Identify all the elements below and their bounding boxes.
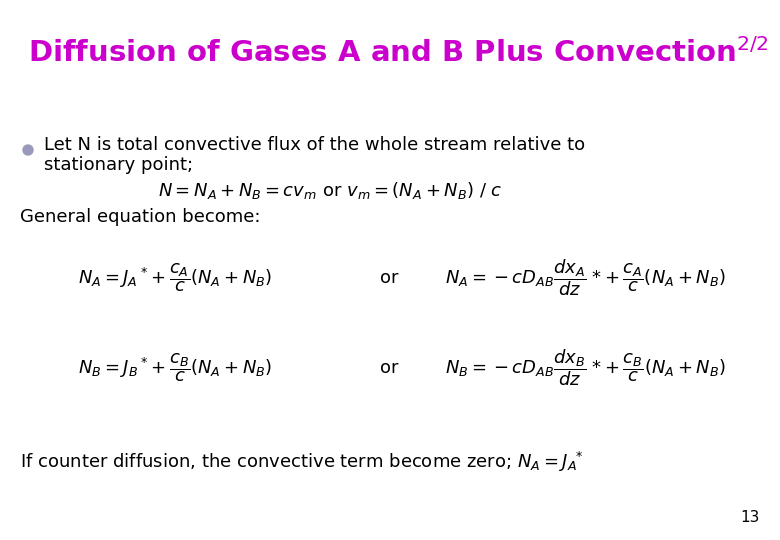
Text: Diffusion of Gases A and B Plus Convection$^{2/2}$: Diffusion of Gases A and B Plus Convecti… — [28, 38, 768, 68]
Text: $N_A = -cD_{AB}\dfrac{dx_A}{dz}\;{*}+\dfrac{c_A}{c}(N_A + N_B)$: $N_A = -cD_{AB}\dfrac{dx_A}{dz}\;{*}+\df… — [445, 258, 725, 298]
Text: 13: 13 — [741, 510, 760, 525]
Text: stationary point;: stationary point; — [44, 156, 193, 174]
Text: If counter diffusion, the convective term become zero; $N_A = J_A\!^*$: If counter diffusion, the convective ter… — [20, 450, 583, 474]
Text: Let N is total convective flux of the whole stream relative to: Let N is total convective flux of the wh… — [44, 136, 585, 154]
Text: $N_B = J_B\,^{*}+\dfrac{c_B}{c}(N_A + N_B)$: $N_B = J_B\,^{*}+\dfrac{c_B}{c}(N_A + N_… — [78, 352, 272, 384]
Ellipse shape — [23, 145, 33, 155]
Text: or: or — [380, 269, 399, 287]
Text: General equation become:: General equation become: — [20, 208, 261, 226]
Text: or: or — [380, 359, 399, 377]
Text: $N{=}N_A + N_B = cv_m\ \mathrm{or}\ v_m = (N_A + N_B)\ /\ c$: $N{=}N_A + N_B = cv_m\ \mathrm{or}\ v_m … — [158, 180, 502, 201]
Text: $N_B = -cD_{AB}\dfrac{dx_B}{dz}\;{*}+\dfrac{c_B}{c}(N_A + N_B)$: $N_B = -cD_{AB}\dfrac{dx_B}{dz}\;{*}+\df… — [445, 348, 725, 388]
Text: $N_A = J_A\,^{*}+\dfrac{c_A}{c}(N_A + N_B)$: $N_A = J_A\,^{*}+\dfrac{c_A}{c}(N_A + N_… — [78, 262, 272, 294]
